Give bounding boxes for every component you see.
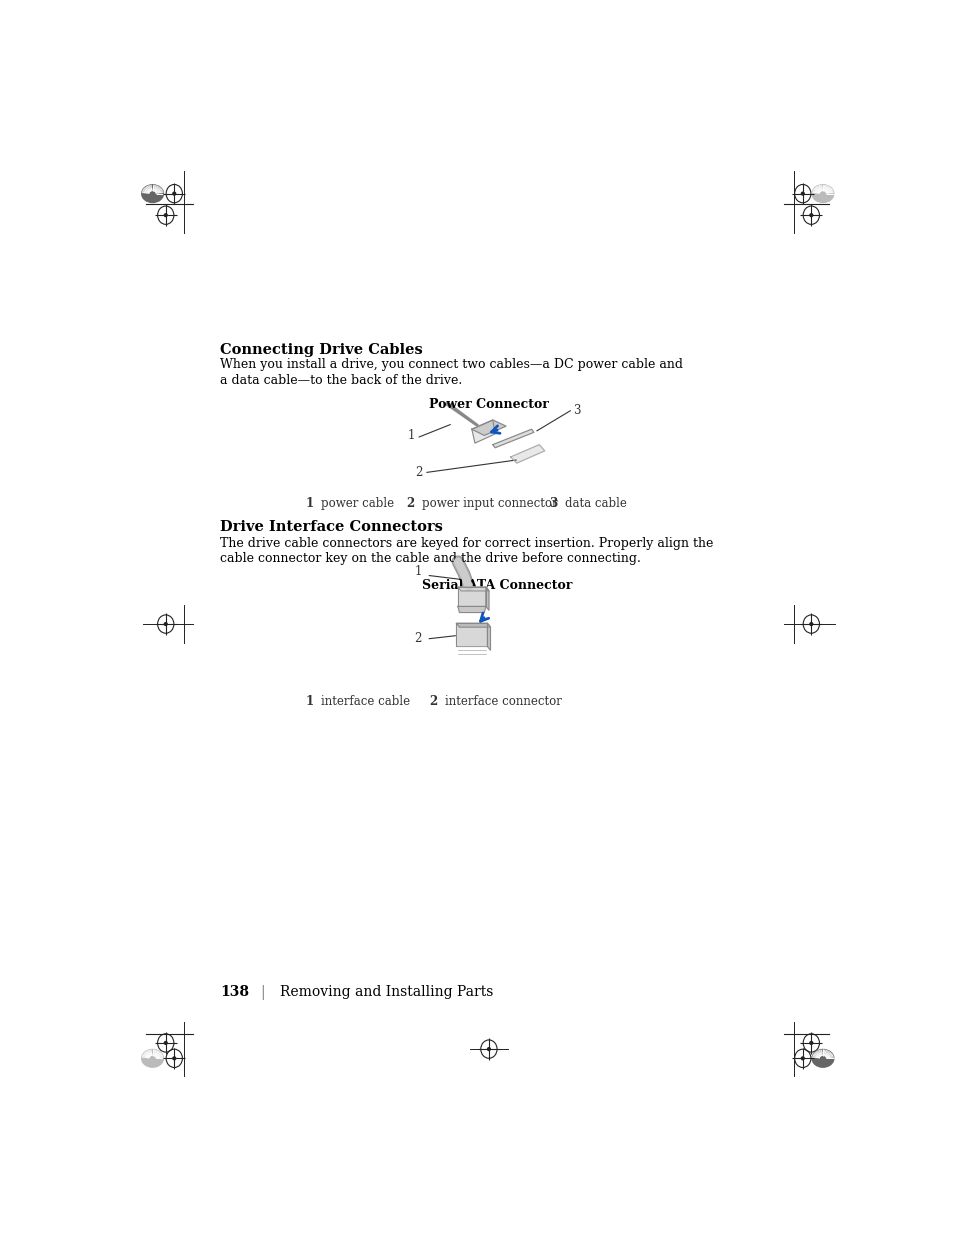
Text: Power Connector: Power Connector [429,399,549,411]
Text: power input connector: power input connector [421,496,557,510]
Text: 1: 1 [305,695,313,708]
Polygon shape [485,587,488,610]
Text: a data cable—to the back of the drive.: a data cable—to the back of the drive. [220,374,462,387]
Text: 1: 1 [414,566,421,578]
Polygon shape [457,587,485,606]
Text: interface connector: interface connector [444,695,561,708]
Ellipse shape [142,1050,163,1067]
Polygon shape [456,624,487,646]
Text: Drive Interface Connectors: Drive Interface Connectors [220,520,442,534]
Polygon shape [472,420,495,443]
Text: cable connector key on the cable and the drive before connecting.: cable connector key on the cable and the… [220,552,640,566]
Text: 1: 1 [407,429,415,442]
Circle shape [809,1041,812,1045]
Circle shape [801,1057,803,1060]
Text: 2: 2 [415,466,422,479]
Text: Serial ATA Connector: Serial ATA Connector [421,579,571,593]
Polygon shape [457,587,488,592]
Circle shape [172,1057,175,1060]
Polygon shape [510,445,544,463]
Circle shape [164,622,167,625]
Circle shape [809,214,812,216]
Circle shape [172,193,175,195]
Text: 1: 1 [305,496,313,510]
Ellipse shape [811,1050,833,1067]
Circle shape [809,622,812,625]
Circle shape [164,214,167,216]
Text: |: | [260,986,265,1000]
Text: data cable: data cable [564,496,626,510]
Ellipse shape [811,185,833,203]
Text: 3: 3 [549,496,558,510]
Text: The drive cable connectors are keyed for correct insertion. Properly align the: The drive cable connectors are keyed for… [220,537,713,550]
Text: 2: 2 [429,695,437,708]
Text: 138: 138 [220,986,249,999]
Polygon shape [493,430,534,448]
Polygon shape [487,624,490,651]
Text: Connecting Drive Cables: Connecting Drive Cables [220,343,422,357]
Circle shape [487,1047,490,1051]
Text: interface cable: interface cable [320,695,410,708]
Circle shape [801,193,803,195]
Text: Removing and Installing Parts: Removing and Installing Parts [280,986,494,999]
Text: When you install a drive, you connect two cables—a DC power cable and: When you install a drive, you connect tw… [220,358,682,372]
Text: 3: 3 [573,404,580,417]
Polygon shape [456,624,490,627]
Text: power cable: power cable [320,496,394,510]
Polygon shape [457,606,485,613]
Text: 2: 2 [414,632,421,645]
Text: 2: 2 [406,496,414,510]
Polygon shape [472,420,505,436]
Ellipse shape [142,185,163,203]
Circle shape [164,1041,167,1045]
